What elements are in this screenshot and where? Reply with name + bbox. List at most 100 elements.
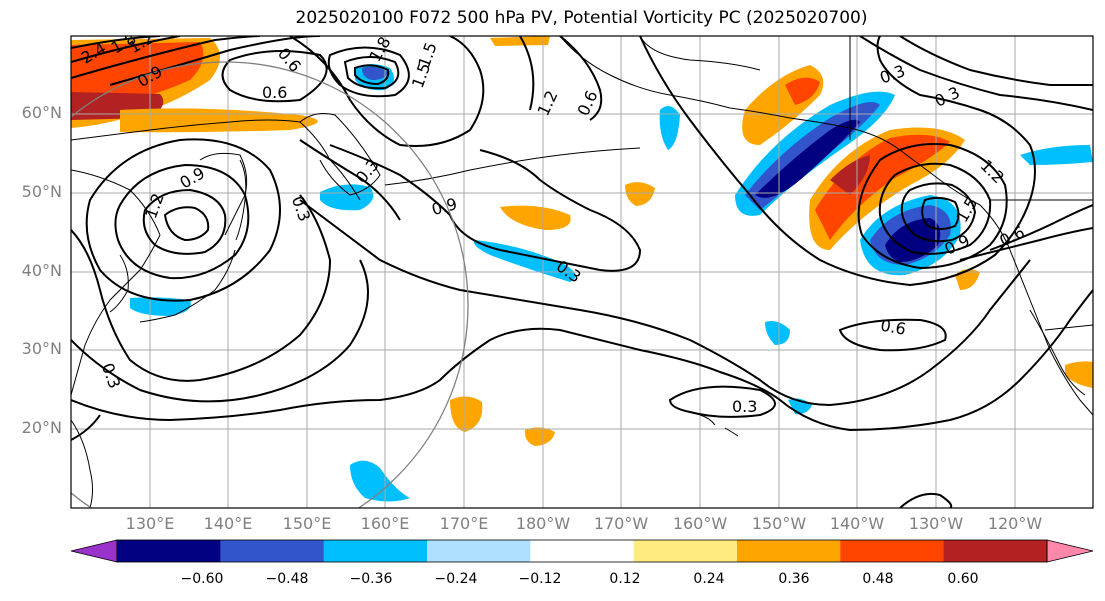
lon-label-170e: 170°E (439, 514, 489, 533)
lat-label-50n: 50°N (21, 182, 62, 201)
lon-label-160w: 160°W (672, 514, 728, 533)
anomaly-positive-gulf-core (830, 155, 870, 195)
lat-label-30n: 30°N (21, 339, 62, 358)
anomaly-positive-small-1 (625, 182, 655, 206)
anomaly-positive-mexico (1065, 361, 1093, 388)
colorbar-outline-low (70, 539, 118, 563)
anomaly-positive-small-2 (490, 36, 550, 46)
colorbar-tick: −0.60 (180, 571, 224, 587)
anomaly-positive-gulf-strong (815, 134, 950, 240)
contour-03-loop (668, 385, 776, 418)
contour-low-gulf-2 (857, 143, 1008, 270)
colorbar-tick: −0.36 (349, 571, 393, 587)
contour-03-west (71, 259, 369, 403)
colorbar-tick: 0.48 (862, 571, 894, 587)
lat-label-40n: 40°N (21, 261, 62, 280)
lat-label-20n: 20°N (21, 418, 62, 437)
lon-label-170w: 170°W (593, 514, 649, 533)
coast-baja (1029, 309, 1086, 396)
contour-09-southeast (959, 227, 1093, 261)
contour-09-mid (329, 144, 642, 272)
contour-06-northeast (859, 36, 1093, 111)
contour-03-main (299, 199, 1031, 407)
colorbar-tick: −0.48 (265, 571, 309, 587)
anomaly-negative-westcoast-core (885, 218, 941, 262)
colorbar-swatch (737, 540, 841, 562)
colorbar-swatch (633, 540, 738, 562)
coast-japan (139, 249, 236, 323)
contour-low-gulf-3 (878, 162, 992, 255)
contour-northwest-1 (71, 36, 181, 63)
coast-china-south (71, 419, 93, 508)
colorbar-tick: 0.60 (947, 571, 979, 587)
lon-label-150w: 150°W (751, 514, 807, 533)
contour-09-west (71, 194, 332, 382)
lat-label-60n: 60°N (21, 103, 62, 122)
colorbar-extend-low (71, 540, 117, 562)
anomaly-positive-hawaii-west (450, 396, 483, 432)
colorbar-swatch (943, 540, 1048, 562)
lon-label-140e: 140°E (203, 514, 253, 533)
contour-label: 0.3 (732, 397, 757, 416)
lon-label-150e: 150°E (282, 514, 332, 533)
colorbar-outline-high (1046, 539, 1094, 563)
lon-label-160e: 160°E (360, 514, 410, 533)
colorbar-swatch (530, 540, 635, 562)
colorbar-tick: −0.12 (518, 571, 562, 587)
range-circle (71, 61, 469, 508)
pv-anomaly-shading (71, 36, 1093, 502)
contour-12-mid (299, 139, 401, 221)
coast-korea (109, 254, 129, 313)
coastlines (71, 36, 1093, 508)
contour-gyre-west-4 (163, 206, 210, 242)
anomaly-positive-alaska-core (785, 77, 820, 105)
anomaly-negative-japan (130, 297, 191, 316)
colorbar-extend-high (1047, 540, 1093, 562)
contour-low-gulf-outer (639, 36, 1036, 287)
contour-low-gulf-5 (921, 196, 960, 230)
contour-06-north (221, 50, 328, 103)
anomaly-positive-coast (955, 269, 980, 290)
coast-alaska (559, 36, 981, 206)
anomaly-negative-south (350, 460, 410, 502)
lon-label-130e: 130°E (125, 514, 175, 533)
anomaly-negative-small-east (765, 321, 790, 345)
colorbar-tick: 0.24 (693, 571, 725, 587)
gridlines (71, 36, 1093, 508)
map-frame (70, 35, 1094, 509)
contour-south-small (899, 492, 953, 508)
coast-sakhalin (235, 159, 247, 241)
lon-label-140w: 140°W (829, 514, 885, 533)
colorbar-swatches (117, 540, 1048, 562)
colorbar-tick: 0.36 (778, 571, 810, 587)
anomaly-positive-northwest-strong (71, 42, 204, 108)
contour-low-kuril-2 (343, 56, 400, 90)
map-title: 2025020100 F072 500 hPa PV, Potential Vo… (295, 8, 868, 28)
anomaly-positive-dateline (500, 205, 571, 230)
contour-low-gulf-4 (900, 182, 977, 243)
contour-gyre-west (85, 138, 281, 302)
colorbar-swatch (840, 540, 945, 562)
colorbar-swatch (427, 540, 531, 562)
contour-06-east (838, 318, 947, 352)
pv-contours (71, 36, 1093, 508)
anomaly-negative-small-3 (659, 106, 680, 150)
contour-gyre-west-3 (142, 188, 227, 255)
anomaly-positive-south (524, 427, 555, 446)
contour-low-kuril-1 (327, 46, 410, 98)
lon-label-180w: 180°W (515, 514, 571, 533)
contour-03-south (71, 289, 1093, 432)
colorbar-swatch (220, 540, 325, 562)
border-us-mexico (1044, 324, 1093, 331)
contour-trough-1 (289, 36, 485, 147)
coast-okhotsk-west (199, 152, 248, 236)
colorbar-tick: −0.24 (434, 571, 478, 587)
colorbar-tick: 0.12 (609, 571, 641, 587)
colorbar-swatch (323, 540, 428, 562)
colorbar-swatch (117, 540, 221, 562)
coast-alaska-north (639, 36, 761, 71)
colorbar (70, 539, 1094, 563)
lon-label-120w: 120°W (987, 514, 1043, 533)
anomaly-negative-kamchatka (320, 184, 374, 211)
